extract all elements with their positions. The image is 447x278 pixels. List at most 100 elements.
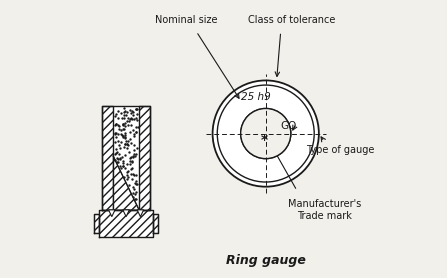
Point — [118, 131, 125, 136]
Point — [115, 108, 122, 113]
Point — [118, 128, 125, 132]
Point — [116, 157, 123, 162]
Point — [112, 122, 119, 126]
Point — [111, 130, 118, 135]
Point — [116, 163, 123, 168]
Point — [132, 125, 139, 129]
Point — [121, 175, 128, 179]
Point — [121, 106, 128, 110]
Point — [119, 161, 127, 165]
Point — [118, 111, 125, 115]
Point — [119, 123, 127, 127]
Point — [130, 132, 137, 137]
Point — [118, 132, 125, 137]
Point — [126, 155, 133, 160]
Point — [121, 109, 128, 114]
Point — [122, 135, 129, 139]
Point — [134, 125, 141, 129]
Point — [130, 110, 137, 114]
Text: Ring gauge: Ring gauge — [226, 254, 306, 267]
Point — [128, 160, 135, 165]
Point — [112, 158, 119, 163]
Point — [127, 172, 134, 177]
Point — [131, 153, 139, 158]
Polygon shape — [113, 106, 139, 210]
Point — [119, 122, 127, 126]
Point — [122, 124, 129, 128]
Point — [133, 182, 140, 186]
Point — [122, 166, 129, 170]
Point — [115, 157, 122, 162]
Point — [120, 163, 127, 168]
Polygon shape — [153, 214, 158, 233]
Point — [111, 114, 118, 119]
Point — [127, 108, 134, 113]
Circle shape — [240, 108, 291, 159]
Point — [133, 118, 140, 122]
Point — [125, 122, 132, 127]
Text: Manufacturer's
Trade mark: Manufacturer's Trade mark — [288, 199, 361, 221]
Point — [121, 131, 128, 136]
Point — [116, 124, 123, 128]
Point — [127, 116, 135, 121]
Point — [132, 106, 139, 111]
Point — [112, 140, 119, 145]
Point — [132, 130, 139, 135]
Point — [122, 121, 129, 125]
Point — [119, 134, 127, 139]
Text: Nominal size: Nominal size — [156, 16, 218, 26]
Point — [119, 164, 126, 168]
Point — [131, 192, 138, 196]
Point — [125, 116, 132, 120]
Point — [134, 112, 141, 116]
Point — [117, 156, 124, 161]
Point — [114, 160, 121, 164]
Point — [123, 146, 130, 150]
Point — [113, 112, 120, 116]
Polygon shape — [109, 210, 115, 217]
Polygon shape — [102, 106, 113, 210]
Point — [114, 156, 121, 160]
Point — [126, 116, 133, 121]
Point — [129, 128, 136, 133]
Point — [134, 145, 141, 150]
Point — [111, 123, 118, 128]
Point — [133, 190, 140, 194]
Point — [122, 109, 129, 113]
Point — [123, 170, 130, 175]
Circle shape — [240, 108, 291, 159]
Point — [121, 113, 128, 117]
Text: *: * — [261, 133, 268, 147]
Point — [114, 160, 121, 164]
Point — [113, 130, 120, 135]
Point — [111, 152, 118, 156]
Point — [123, 141, 131, 146]
Point — [127, 137, 134, 142]
Polygon shape — [94, 214, 99, 233]
Point — [130, 191, 137, 196]
Point — [116, 146, 123, 151]
Polygon shape — [137, 210, 143, 217]
Point — [123, 177, 131, 182]
Point — [132, 178, 139, 183]
Point — [126, 162, 133, 167]
Point — [116, 143, 123, 147]
Point — [127, 155, 134, 159]
Point — [132, 152, 139, 156]
Text: Class of tolerance: Class of tolerance — [248, 16, 335, 26]
Point — [115, 126, 122, 131]
Point — [130, 195, 137, 200]
Point — [122, 142, 129, 147]
Point — [128, 167, 135, 172]
Point — [125, 118, 132, 123]
Point — [121, 126, 128, 131]
Point — [124, 143, 131, 147]
Point — [125, 182, 132, 187]
Point — [130, 172, 137, 176]
Point — [129, 153, 136, 158]
Point — [128, 165, 135, 170]
Point — [119, 135, 127, 139]
Point — [129, 155, 136, 160]
Point — [128, 111, 135, 115]
Point — [113, 150, 120, 154]
